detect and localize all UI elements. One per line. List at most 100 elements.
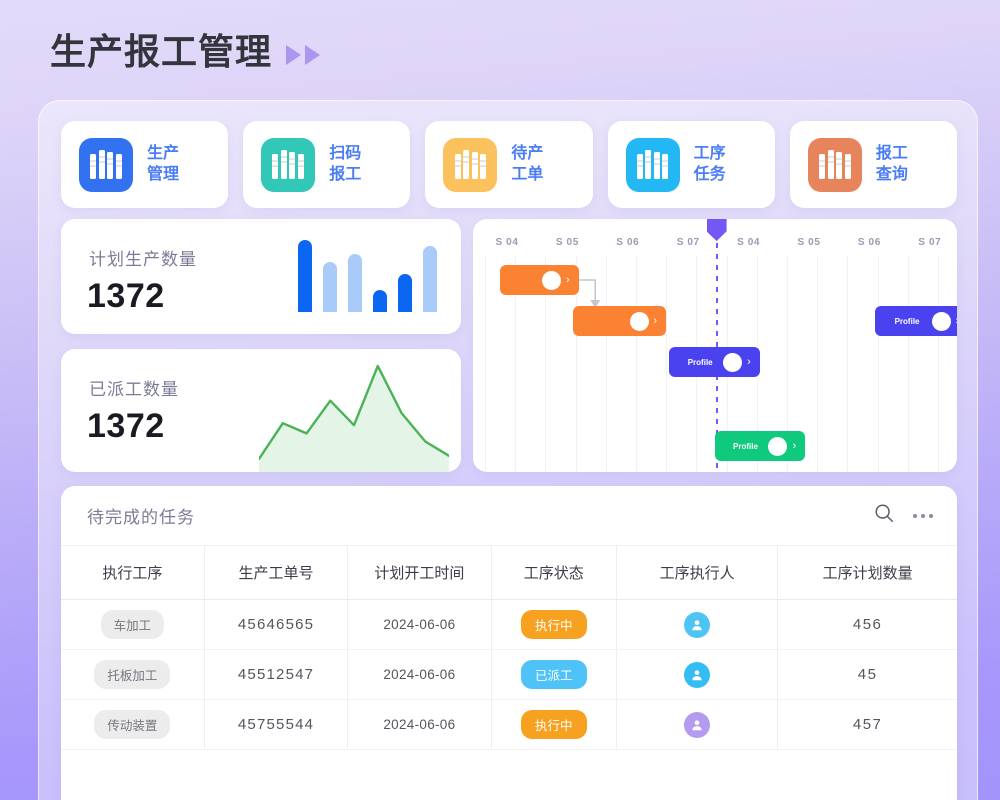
- books-icon: [443, 137, 498, 192]
- table-column-header: 执行工序: [61, 546, 205, 600]
- gantt-task-avatar: [768, 436, 788, 456]
- gantt-gridline: [605, 255, 607, 472]
- cell-start-time: 2024-06-06: [347, 649, 492, 700]
- process-chip: 托板加工: [94, 660, 171, 689]
- gantt-column-headers: S 04 S 05 S 06 S 07 S 04 S 05 S 06 S 07: [473, 219, 957, 255]
- today-pin-icon: [706, 219, 727, 241]
- gantt-task-bar-1[interactable]: ›: [500, 265, 579, 295]
- nav-label-line1: 扫码: [329, 144, 362, 162]
- table-column-header: 工序计划数量: [777, 546, 957, 600]
- cell-process: 传动装置: [61, 699, 205, 750]
- books-icon: [261, 137, 316, 192]
- stat-card-planned-production[interactable]: 计划生产数量 1372: [61, 219, 461, 334]
- gantt-gridline: [666, 255, 668, 472]
- books-icon: [79, 137, 133, 192]
- nav-label-line2: 报工: [329, 165, 362, 183]
- table-column-header: 工序执行人: [616, 546, 779, 600]
- more-horizontal-icon[interactable]: [913, 513, 933, 518]
- table-column-header: 工序状态: [491, 546, 618, 600]
- cell-order-no: 45512547: [204, 649, 349, 700]
- bar-2: [323, 262, 337, 312]
- chevron-right-icon[interactable]: ›: [792, 440, 797, 452]
- gantt-task-bar-2[interactable]: ›: [572, 306, 667, 336]
- nav-label-line2: 查询: [875, 165, 908, 183]
- gantt-gridline: [877, 255, 879, 472]
- gantt-column-label: S 05: [797, 237, 821, 248]
- gantt-gridline: [636, 255, 637, 472]
- gantt-gridline: [907, 255, 909, 472]
- gantt-task-bar-4[interactable]: Profile ›: [874, 306, 957, 336]
- table-row[interactable]: 车加工 45646565 2024-06-06 执行中 456: [61, 599, 957, 650]
- bar-4: [373, 290, 387, 312]
- area-mini-chart: [257, 352, 451, 472]
- nav-card-label: 待产 工单: [511, 144, 543, 186]
- chevron-right-icon[interactable]: ›: [956, 315, 957, 327]
- gantt-task-avatar: [723, 352, 743, 372]
- gantt-column-label: S 05: [555, 237, 579, 248]
- nav-card-2[interactable]: 扫码 报工: [243, 121, 411, 208]
- table-column-header: 生产工单号: [204, 546, 349, 600]
- gantt-column-label: S 06: [616, 237, 640, 248]
- gantt-column-label: S 06: [857, 237, 881, 248]
- gantt-chart-panel[interactable]: S 04 S 05 S 06 S 07 S 04 S 05 S 06 S 07 › › Profi…: [473, 219, 957, 472]
- cell-qty: 456: [777, 599, 957, 650]
- chevron-right-icon[interactable]: ›: [653, 315, 658, 327]
- gantt-task-avatar: [541, 270, 561, 290]
- cell-process: 托板加工: [61, 649, 205, 700]
- bar-1: [298, 240, 312, 312]
- chevron-right-icon[interactable]: ›: [565, 274, 570, 286]
- gantt-task-avatar: [931, 311, 951, 331]
- bar-3: [348, 254, 362, 312]
- nav-label-line2: 管理: [147, 165, 180, 183]
- stat-value: 1372: [87, 407, 165, 445]
- cell-start-time: 2024-06-06: [347, 699, 492, 750]
- bar-mini-chart: [298, 240, 437, 312]
- avatar[interactable]: [684, 611, 711, 638]
- nav-card-label: 生产 管理: [147, 144, 179, 186]
- cell-status: 执行中: [491, 699, 618, 750]
- table-row[interactable]: 传动装置 45755544 2024-06-06 执行中 457: [61, 699, 957, 750]
- chevron-right-icon[interactable]: ›: [747, 356, 751, 368]
- avatar[interactable]: [684, 711, 711, 738]
- search-icon[interactable]: [873, 502, 895, 529]
- cell-qty: 457: [777, 699, 957, 750]
- cell-order-no: 45755544: [204, 699, 349, 750]
- gantt-gridline: [817, 255, 819, 472]
- nav-card-5[interactable]: 报工 查询: [789, 121, 958, 208]
- main-panel: 生产 管理 扫码 报工 待产 工单 工序 任务 报工 查询 计划生产数量 1372 已派工数量 1…: [38, 100, 978, 800]
- nav-label-line1: 待产: [511, 144, 544, 162]
- nav-card-3[interactable]: 待产 工单: [425, 121, 593, 208]
- bar-6: [423, 246, 437, 312]
- stat-value: 1372: [87, 277, 165, 315]
- gantt-column-label: S 04: [495, 237, 519, 248]
- cell-status: 已派工: [491, 649, 618, 700]
- gantt-gridline: [847, 255, 849, 472]
- nav-label-line2: 工单: [511, 165, 544, 183]
- area-line: [257, 364, 451, 461]
- nav-card-label: 报工 查询: [876, 144, 908, 186]
- table-header-row: 执行工序 生产工单号 计划开工时间 工序状态 工序执行人 工序计划数量: [61, 546, 957, 600]
- nav-card-4[interactable]: 工序 任务: [607, 121, 775, 208]
- stat-title: 已派工数量: [89, 380, 179, 399]
- cell-executor: [616, 599, 779, 650]
- gantt-gridline: [515, 255, 517, 472]
- table-row[interactable]: 托板加工 45512547 2024-06-06 已派工 45: [61, 649, 957, 700]
- cell-executor: [616, 649, 779, 700]
- gantt-task-bar-3[interactable]: Profile ›: [669, 347, 760, 377]
- nav-card-1[interactable]: 生产 管理: [61, 121, 229, 208]
- table-body: 车加工 45646565 2024-06-06 执行中 456 托板加工 45512547 2…: [61, 599, 957, 750]
- page-header: 生产报工管理: [50, 31, 321, 72]
- page-title: 生产报工管理: [50, 31, 273, 72]
- table-title: 待完成的任务: [87, 508, 195, 527]
- avatar[interactable]: [684, 661, 711, 688]
- cell-executor: [616, 699, 779, 750]
- gantt-task-bar-5[interactable]: Profile ›: [714, 431, 806, 461]
- stat-card-dispatched[interactable]: 已派工数量 1372: [61, 349, 461, 472]
- gantt-task-label: Profile: [687, 357, 713, 367]
- gantt-column-label: S 07: [676, 237, 700, 248]
- books-icon: [625, 137, 680, 192]
- process-chip: 车加工: [100, 610, 165, 639]
- nav-label-line1: 报工: [875, 144, 908, 162]
- gantt-gridline: [485, 255, 486, 472]
- status-badge: 已派工: [521, 660, 587, 689]
